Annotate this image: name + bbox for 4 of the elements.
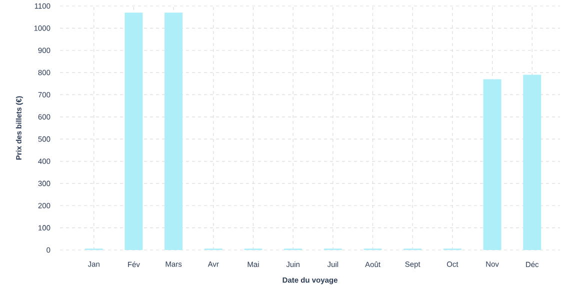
- bar: [164, 12, 183, 250]
- bar: [483, 79, 502, 250]
- bar: [124, 12, 143, 250]
- bar: [523, 74, 542, 250]
